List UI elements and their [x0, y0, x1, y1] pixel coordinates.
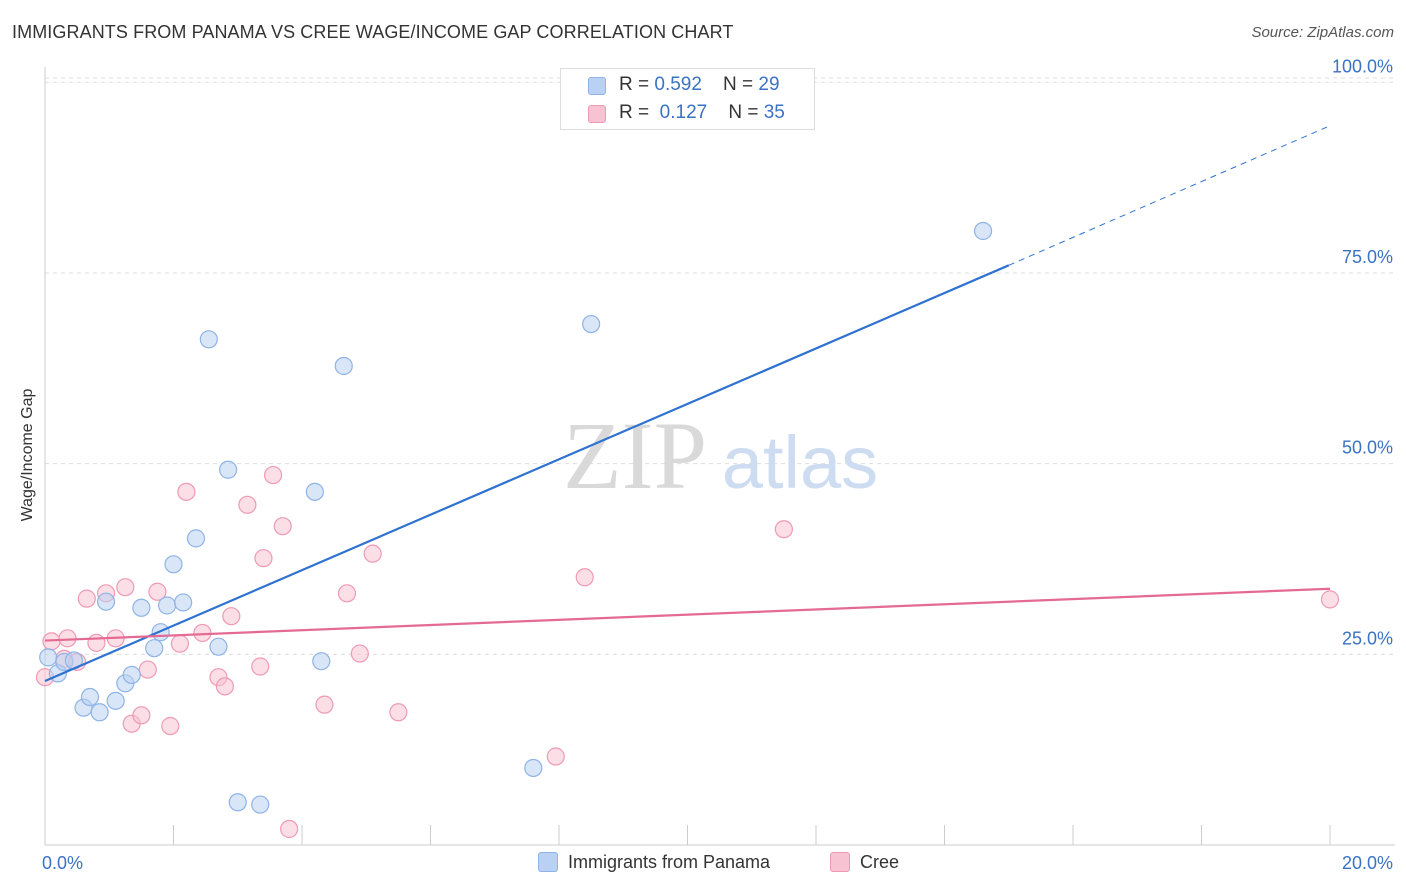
watermark-zip: ZIP [563, 402, 707, 509]
point-cree [170, 634, 190, 653]
y-tick-label: 75.0% [1342, 247, 1393, 267]
x-tick-label: 20.0% [1342, 853, 1393, 873]
point-cree [350, 644, 369, 663]
y-tick-label: 50.0% [1342, 438, 1393, 458]
point-cree [546, 747, 565, 766]
point-panama [39, 648, 58, 667]
point-panama [106, 691, 125, 710]
point-cree [138, 660, 157, 679]
point-cree [774, 520, 793, 539]
point-panama [90, 703, 109, 722]
legend-swatch-blue [588, 77, 606, 95]
bottom-legend-swatch-pink [830, 852, 850, 872]
legend-n-value: 35 [763, 102, 785, 123]
trendline-panama [44, 264, 1010, 683]
grid-layer [45, 77, 1395, 655]
bottom-legend-panama: Immigrants from Panama [538, 852, 770, 873]
point-cree [1320, 590, 1340, 609]
point-panama [96, 592, 116, 611]
point-panama [219, 460, 238, 479]
legend-r-value: 0.127 [654, 102, 708, 123]
legend-n-label: N = [728, 102, 764, 123]
point-cree [363, 544, 382, 563]
bottom-legend-cree: Cree [830, 852, 899, 873]
point-panama [122, 665, 141, 685]
point-cree [280, 819, 299, 839]
point-cree [148, 582, 167, 601]
point-panama [312, 652, 331, 671]
point-cree [132, 706, 151, 725]
point-panama [186, 529, 206, 548]
watermark-atlas: atlas [722, 421, 878, 504]
point-panama [157, 596, 177, 615]
point-cree [254, 549, 273, 568]
bottom-legend-label-panama: Immigrants from Panama [568, 852, 771, 872]
points-layer [35, 221, 1340, 839]
point-panama [174, 593, 193, 612]
point-cree [273, 517, 292, 536]
point-cree [389, 703, 408, 722]
point-cree [215, 677, 234, 696]
point-panama [334, 356, 353, 376]
point-panama [199, 330, 218, 349]
point-panama [305, 482, 324, 501]
point-cree [116, 578, 135, 597]
stats-legend: R = 0.592 N = 29 R = 0.127 N = 35 [560, 68, 815, 130]
trend-layer [44, 125, 1331, 683]
point-panama [80, 687, 100, 707]
watermark: ZIP atlas [563, 402, 878, 509]
chart-title: IMMIGRANTS FROM PANAMA VS CREE WAGE/INCO… [12, 22, 734, 42]
bottom-legend-label-cree: Cree [860, 852, 900, 872]
y-tick-label: 100.0% [1332, 56, 1393, 76]
point-panama [973, 221, 993, 241]
point-panama [524, 758, 543, 778]
chart-source: Source: ZipAtlas.com [1251, 24, 1394, 41]
point-cree [87, 633, 106, 652]
tick-label-layer: 25.0% 50.0% 75.0% 100.0% 0.0% 20.0% [42, 56, 1393, 873]
legend-text-panama: R = 0.592 N = 29 [619, 74, 780, 96]
axis-layer [44, 67, 1395, 846]
legend-swatch-pink [588, 105, 606, 123]
point-cree [177, 482, 196, 501]
point-panama [145, 639, 164, 658]
point-panama [164, 555, 183, 574]
y-tick-label: 25.0% [1342, 628, 1393, 648]
legend-n-label: N = [723, 74, 759, 95]
point-panama [251, 795, 270, 814]
trendline-cree [44, 587, 1331, 642]
legend-r-label: R = [619, 102, 655, 123]
point-cree [222, 607, 241, 626]
bottom-legend-swatch-blue [538, 852, 558, 872]
point-panama [582, 314, 601, 334]
legend-text-cree: R = 0.127 N = 35 [619, 102, 785, 124]
point-cree [337, 584, 357, 603]
point-panama [228, 793, 247, 812]
legend-r-value: 0.592 [654, 74, 702, 95]
trendline-extension-panama [1008, 125, 1331, 266]
point-cree [263, 465, 283, 485]
point-cree [77, 589, 96, 608]
x-tick-label: 0.0% [42, 853, 83, 873]
point-panama [209, 637, 228, 656]
legend-r-label: R = [619, 74, 655, 95]
point-cree [315, 695, 334, 714]
point-cree [58, 629, 77, 648]
point-cree [238, 495, 257, 514]
point-panama [132, 598, 151, 617]
point-cree [161, 716, 180, 736]
point-cree [575, 568, 594, 587]
point-cree [251, 657, 270, 676]
legend-n-value: 29 [758, 74, 780, 95]
